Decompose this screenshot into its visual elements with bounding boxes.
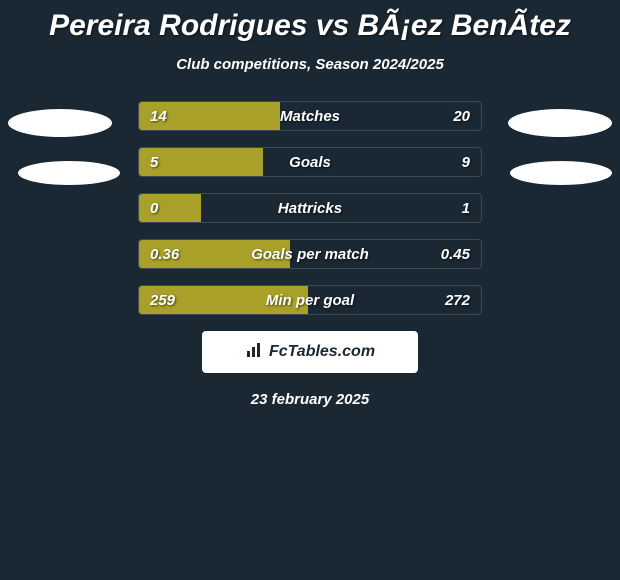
brand-label: FcTables.com	[269, 343, 375, 361]
stat-row-min-per-goal: 259 Min per goal 272	[138, 285, 482, 315]
player-right-avatar-1	[508, 109, 612, 137]
stat-right-value: 0.45	[441, 246, 470, 263]
player-left-avatar-2	[18, 161, 120, 185]
chart-icon	[245, 341, 263, 364]
stat-right-value: 272	[445, 292, 470, 309]
infographic-container: Pereira Rodrigues vs BÃ¡ez BenÃ­tez Club…	[0, 0, 620, 408]
date-text: 23 february 2025	[0, 391, 620, 408]
season-subtitle: Club competitions, Season 2024/2025	[0, 56, 620, 73]
stat-label: Min per goal	[138, 292, 482, 309]
stat-row-goals: 5 Goals 9	[138, 147, 482, 177]
stat-row-hattricks: 0 Hattricks 1	[138, 193, 482, 223]
comparison-title: Pereira Rodrigues vs BÃ¡ez BenÃ­tez	[0, 8, 620, 44]
branding-box: FcTables.com	[202, 331, 418, 373]
stats-area: 14 Matches 20 5 Goals 9 0 Hattricks 1	[0, 101, 620, 408]
stat-label: Goals per match	[138, 246, 482, 263]
player-left-avatar-1	[8, 109, 112, 137]
stat-right-value: 9	[462, 154, 470, 171]
stat-label: Matches	[138, 108, 482, 125]
stat-label: Goals	[138, 154, 482, 171]
bars-container: 14 Matches 20 5 Goals 9 0 Hattricks 1	[138, 101, 482, 315]
stat-right-value: 20	[453, 108, 470, 125]
player-right-avatar-2	[510, 161, 612, 185]
brand-text: FcTables.com	[245, 341, 375, 364]
stat-row-goals-per-match: 0.36 Goals per match 0.45	[138, 239, 482, 269]
stat-label: Hattricks	[138, 200, 482, 217]
stat-row-matches: 14 Matches 20	[138, 101, 482, 131]
stat-right-value: 1	[462, 200, 470, 217]
